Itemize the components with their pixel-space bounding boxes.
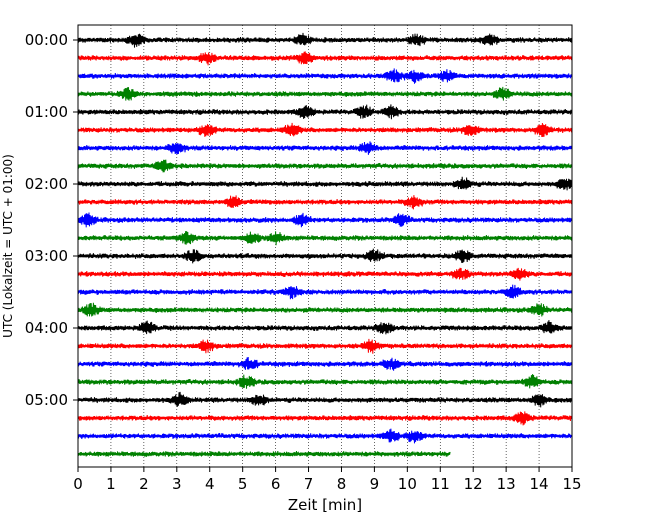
y-tick-label: 03:00 (25, 247, 68, 265)
x-tick-label: 4 (205, 475, 215, 493)
y-tick-label: 01:00 (25, 103, 68, 121)
trace-row-18 (77, 356, 573, 371)
trace-row-15 (77, 302, 573, 317)
x-tick-label: 13 (497, 475, 516, 493)
x-axis-ticks: 0 1 2 3 4 5 6 7 8 9 10 11 12 13 14 15 (73, 467, 582, 493)
trace-row-4 (77, 104, 573, 120)
x-tick-label: 0 (73, 475, 83, 493)
x-tick-label: 15 (562, 475, 581, 493)
trace-row-1 (77, 51, 573, 66)
y-tick-label: 05:00 (25, 391, 68, 409)
x-tick-label: 10 (398, 475, 417, 493)
trace-row-20 (77, 391, 573, 408)
x-tick-label: 7 (304, 475, 314, 493)
trace-row-12 (77, 248, 573, 264)
x-tick-label: 11 (431, 475, 450, 493)
trace-row-8 (77, 176, 573, 191)
trace-row-17 (77, 338, 573, 354)
trace-row-9 (77, 195, 573, 210)
x-tick-label: 8 (337, 475, 347, 493)
y-axis-label: UTC (Lokalzeit = UTC + 01:00) (1, 154, 15, 338)
x-tick-label: 9 (370, 475, 380, 493)
trace-row-2 (77, 68, 573, 84)
x-tick-label: 6 (271, 475, 281, 493)
x-tick-label: 12 (464, 475, 483, 493)
traces-group (77, 32, 573, 458)
trace-row-19 (77, 374, 573, 389)
trace-row-13 (77, 267, 573, 281)
trace-row-3 (77, 86, 573, 101)
trace-row-11 (77, 231, 573, 246)
trace-row-10 (77, 212, 573, 228)
x-tick-label: 5 (238, 475, 248, 493)
trace-row-22 (77, 428, 573, 444)
trace-row-6 (77, 141, 573, 155)
trace-row-7 (77, 159, 573, 173)
trace-row-0 (77, 32, 573, 48)
x-axis-label: Zeit [min] (288, 496, 362, 514)
trace-row-14 (77, 284, 573, 300)
x-tick-label: 3 (172, 475, 182, 493)
trace-row-23 (77, 450, 451, 458)
y-axis-ticks: 00:00 01:00 02:00 03:00 04:00 05:00 (25, 31, 78, 409)
trace-row-21 (77, 411, 573, 426)
axes-frame (77, 24, 573, 468)
trace-row-16 (77, 320, 573, 335)
y-tick-label: 00:00 (25, 31, 68, 49)
x-tick-label: 2 (139, 475, 149, 493)
y-tick-label: 02:00 (25, 175, 68, 193)
x-tick-label: 14 (530, 475, 549, 493)
trace-row-5 (77, 122, 573, 138)
x-tick-label: 1 (106, 475, 116, 493)
y-tick-label: 04:00 (25, 319, 68, 337)
